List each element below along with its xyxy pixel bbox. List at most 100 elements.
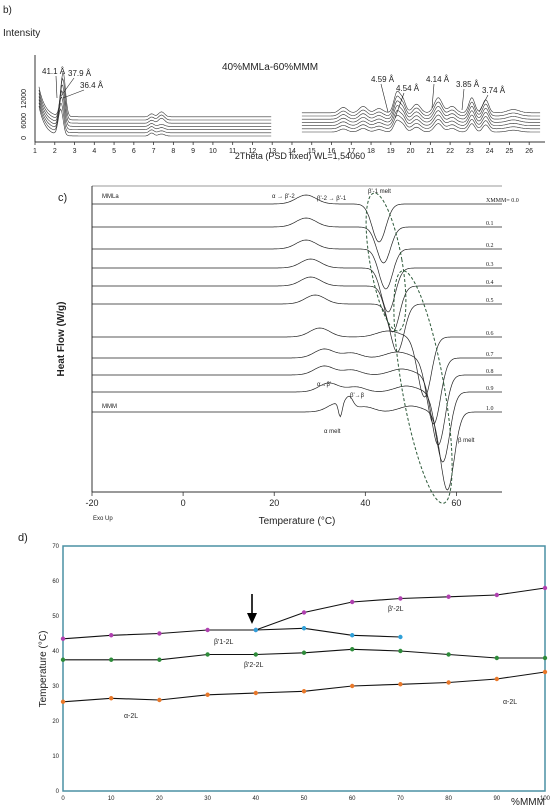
panel-b-xtick: 18 <box>367 148 375 155</box>
phase-data-point <box>109 633 114 638</box>
peak-leader <box>380 83 389 113</box>
panel-d-xtick: 80 <box>445 796 452 802</box>
panel-d-xtick: 40 <box>252 796 259 802</box>
dsc-curve <box>92 194 502 243</box>
panel-b-xtick: 25 <box>506 148 514 155</box>
dsc-curve <box>92 348 502 425</box>
phase-data-point <box>253 652 258 657</box>
panel-b-xtick: 17 <box>347 148 355 155</box>
peak-label: 4.54 Å <box>396 84 420 93</box>
region-label: β'-2L <box>388 606 404 613</box>
panel-d-x-ticks: 0 10 20 30 40 50 60 70 80 90 100 <box>61 796 550 802</box>
panel-d-xtick: 70 <box>397 796 404 802</box>
peak-label: 37.9 Å <box>68 69 92 78</box>
peak-label: 36.4 Å <box>80 81 104 90</box>
phase-data-point <box>205 692 210 697</box>
panel-b-xtick: 6 <box>132 148 136 155</box>
phase-data-point <box>301 626 307 631</box>
peak-label: 3.74 Å <box>482 86 506 95</box>
curve-label-mmm: MMM <box>102 404 117 410</box>
panel-b-xtick: 5 <box>112 148 116 155</box>
panel-b-xtick: 24 <box>486 148 494 155</box>
panel-d-xtick: 90 <box>493 796 500 802</box>
dsc-curve <box>92 365 502 446</box>
panel-b-xtick: 21 <box>426 148 434 155</box>
panel-b-ytick: 12000 <box>21 89 28 109</box>
panel-d-ytick: 60 <box>52 579 59 585</box>
panel-d-y-ticks: 0 10 20 30 40 50 60 70 <box>52 544 59 795</box>
panel-d-ytick: 30 <box>52 684 59 690</box>
region-label: β'1-2L <box>214 639 233 646</box>
peak-label: 41.1 Å <box>42 67 66 76</box>
panel-d-ytick: 40 <box>52 649 59 655</box>
annot-alpha-melt: α melt <box>324 429 341 435</box>
peak-leader <box>461 88 465 111</box>
xrd-wide-angle-trace <box>301 100 541 120</box>
panel-c-ellipses <box>365 192 453 504</box>
phase-data-point <box>157 631 162 636</box>
xrd-low-angle-trace <box>38 102 272 134</box>
panel-c-ylabel: Heat Flow (W/g) <box>56 302 67 377</box>
panel-b-xtick: 4 <box>92 148 96 155</box>
panel-d-region-labels: β'-2L β'1-2L β'2-2L α-2L α-2L <box>124 606 517 720</box>
phase-data-point <box>301 689 307 694</box>
panel-b-ytick: 0 <box>21 136 28 140</box>
phase-data-point <box>398 634 403 640</box>
phase-data-point <box>60 636 66 641</box>
phase-data-point <box>542 669 548 675</box>
fraction-label: 0.1 <box>486 221 494 227</box>
phase-data-point <box>60 699 66 704</box>
panel-c-fraction-labels: XMMM= 0.0 0.1 0.2 0.3 0.4 0.5 0.6 0.7 0.8 0.9 1.0 <box>486 198 519 412</box>
panel-c-exo-up: Exo Up <box>93 516 113 522</box>
panel-d-xlabel: %MMM <box>511 797 545 808</box>
panel-c-xtick: 60 <box>451 498 461 508</box>
annot-alpha-beta2: α → β'-2 <box>272 194 295 200</box>
phase-data-point <box>350 633 355 638</box>
panel-d-ytick: 10 <box>52 754 59 760</box>
panel-b-y-ticks: 12000 6000 0 <box>21 89 28 140</box>
phase-data-point <box>301 650 307 655</box>
arrow-head-icon <box>247 613 257 624</box>
phase-data-point <box>494 655 499 661</box>
xrd-wide-angle-trace <box>301 110 541 126</box>
dsc-curve <box>92 239 502 290</box>
dsc-curve <box>92 382 502 463</box>
phase-data-point <box>60 657 66 662</box>
beta1-melt-ellipse <box>365 192 407 332</box>
panel-b-xtick: 20 <box>407 148 415 155</box>
panel-b-xtick: 15 <box>308 148 316 155</box>
phase-data-point <box>446 594 451 599</box>
panel-b-letter: b) <box>3 5 12 16</box>
panel-c-letter: c) <box>58 192 67 204</box>
phase-data-point <box>109 657 114 662</box>
xrd-low-angle-trace <box>38 84 272 124</box>
panel-c-xtick: 20 <box>269 498 279 508</box>
xrd-wide-angle-trace <box>301 105 541 123</box>
fraction-label: 0.5 <box>486 298 494 304</box>
phase-data-point <box>301 610 307 615</box>
phase-data-point <box>542 585 548 591</box>
beta-melt-ellipse <box>393 270 453 504</box>
panel-c-xlabel: Temperature (°C) <box>259 516 336 527</box>
panel-d-arrow <box>247 594 257 624</box>
phase-data-point <box>253 627 258 633</box>
peak-leader <box>431 83 435 109</box>
phase-data-point <box>446 652 451 657</box>
panel-b-ytick: 6000 <box>21 113 28 129</box>
fraction-label: XMMM= 0.0 <box>486 198 519 204</box>
xrd-low-angle-trace <box>38 105 272 137</box>
panel-b-xtick: 10 <box>209 148 217 155</box>
fraction-label: 0.4 <box>486 280 494 286</box>
fraction-label: 0.9 <box>486 386 494 392</box>
curve-label-mmla: MMLa <box>102 194 119 200</box>
phase-data-point <box>350 599 355 605</box>
panel-d-ytick: 0 <box>56 789 60 795</box>
peak-leader <box>60 77 75 97</box>
phase-boundary-line <box>62 671 546 703</box>
fraction-label: 0.3 <box>486 262 494 268</box>
panel-c-xtick: 0 <box>181 498 186 508</box>
phase-boundary-line <box>255 627 401 638</box>
panel-c-dsc-curves <box>92 194 502 491</box>
fraction-label: 0.7 <box>486 352 494 358</box>
